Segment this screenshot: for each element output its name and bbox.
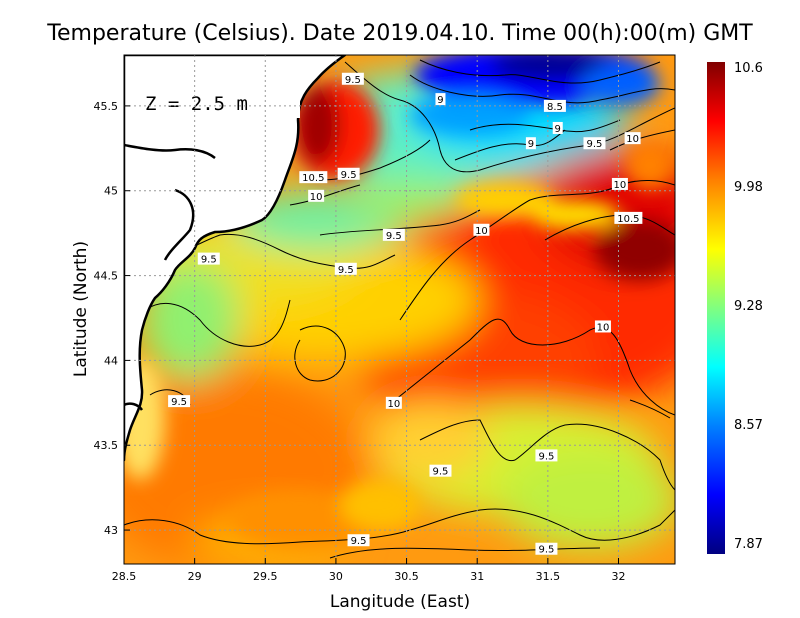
depth-label: Z = 2.5 m: [145, 93, 248, 115]
contour-label: 10: [310, 192, 323, 203]
x-tick-label: 30: [329, 570, 343, 583]
colorbar-tick-labels: 10.6 9.98 9.28 8.57 7.87: [734, 61, 763, 552]
contour-label: 9.5: [587, 139, 603, 150]
contour-label: 10: [597, 322, 610, 333]
contour-label: 10.5: [302, 173, 324, 184]
land-mass: [124, 55, 347, 462]
colorbar-tick-label: 9.98: [734, 180, 763, 195]
contour-east-eddy: [629, 399, 671, 419]
contour-10-central: [399, 180, 675, 321]
contour-9-5-west: [169, 233, 396, 269]
plot-frame: [123, 54, 676, 565]
x-tick-label: 28.5: [112, 570, 137, 583]
x-tick-label: 31.5: [536, 570, 561, 583]
y-tick-label: 44.5: [94, 270, 119, 283]
contour-9-5-mid: [319, 209, 481, 236]
y-axis-ticks: 43 43.5 44 44.5 45 45.5: [94, 100, 130, 537]
contour-label: 9: [528, 139, 534, 150]
contour-label-box: [543, 99, 566, 112]
colorbar-gradient: [707, 62, 725, 554]
contour-label-box: [337, 167, 360, 180]
contour-label-box: [535, 542, 558, 555]
contour-label: 10.5: [617, 214, 639, 225]
y-tick-label: 44: [104, 354, 118, 367]
x-tick-label: 31: [470, 570, 484, 583]
contour-label-box: [334, 262, 357, 275]
colorbar-tick-label: 8.57: [734, 418, 763, 433]
contour-label-box: [341, 72, 364, 85]
contour-10-coastal: [289, 184, 361, 206]
contour-label: 9.5: [351, 536, 367, 547]
contour-label: 10: [387, 399, 400, 410]
contour-label: 9.5: [171, 397, 187, 408]
temperature-field: [124, 70, 675, 564]
y-tick-label: 45: [104, 185, 118, 198]
contour-label: 9.5: [341, 170, 357, 181]
contour-9-5-south: [419, 419, 675, 491]
contour-label: 9.5: [538, 545, 554, 556]
contour-9-5-bottom: [124, 508, 675, 545]
contour-label: 8.5: [547, 102, 563, 113]
contour-label: 9.5: [338, 265, 354, 276]
x-axis-ticks: 28.5 29 29.5 30 30.5 31 31.5 32: [112, 558, 625, 583]
contour-label: 9.5: [538, 451, 554, 462]
contour-label-box: [611, 177, 628, 190]
contour-label-box: [583, 137, 606, 150]
contour-label-box: [594, 320, 611, 333]
map-plot-area: Z = 2.5 m 9.5 9 8.5 9 9 9.5 10 10.5 9.5 10 10 10.5 1…: [124, 55, 675, 564]
contour-label-box: [197, 252, 220, 265]
contour-8-5: [419, 59, 661, 84]
contour-label: 9.5: [433, 467, 449, 478]
contour-label: 10: [626, 134, 639, 145]
y-tick-label: 43.5: [94, 439, 119, 452]
y-tick-label: 45.5: [94, 100, 119, 113]
contour-label-box: [525, 137, 536, 150]
contour-label-box: [308, 189, 325, 202]
colorbar: 10.6 9.98 9.28 8.57 7.87: [707, 61, 763, 554]
contour-label-box: [385, 396, 402, 409]
contour-label: 9: [555, 124, 561, 135]
contour-label-box: [473, 223, 490, 236]
colorbar-tick-label: 10.6: [734, 61, 763, 76]
depth-label-box: [130, 88, 300, 118]
x-axis-label: Langitude (East): [330, 592, 470, 612]
contour-10-south: [394, 318, 675, 416]
contour-labels: 9.5 9 8.5 9 9 9.5 10 10.5 9.5 10 10 10.5 10 9.5 9.5 9.5…: [168, 72, 643, 556]
contour-label-box: [535, 449, 558, 462]
contour-label: 9.5: [386, 231, 402, 242]
contour-label: 9: [437, 95, 443, 106]
x-tick-label: 29: [188, 570, 202, 583]
contour-label-box: [624, 132, 641, 145]
contour-label-box: [429, 464, 452, 477]
x-tick-label: 32: [611, 570, 625, 583]
contour-eddy: [294, 325, 346, 382]
contour-10-east: [609, 129, 675, 151]
contour-label-box: [382, 228, 405, 241]
contour-label-box: [552, 121, 563, 134]
contour-label-box: [168, 395, 191, 408]
colorbar-tick-label: 9.28: [734, 299, 763, 314]
contour-label: 9.5: [345, 75, 361, 86]
contour-9-5-north: [344, 61, 675, 173]
contour-label-box: [435, 93, 446, 106]
y-tick-label: 43: [104, 524, 118, 537]
contour-label: 10: [475, 226, 488, 237]
contour-label-box: [299, 171, 328, 184]
contour-9-5-bottom-south: [329, 547, 601, 559]
grid-lines: [124, 55, 675, 564]
chart-title: Temperature (Celsius). Date 2019.04.10. …: [46, 21, 753, 46]
colorbar-tick-label: 7.87: [734, 537, 763, 552]
contour-label: 10: [614, 180, 627, 191]
contour-label: 9.5: [201, 255, 217, 266]
contour-9-5-southwest: [144, 299, 291, 347]
inner-coast-lakes: [124, 143, 216, 411]
contour-9-north: [409, 74, 675, 104]
x-tick-label: 30.5: [394, 570, 419, 583]
y-axis-label: Latitude (North): [71, 241, 91, 377]
contour-label-box: [347, 534, 370, 547]
x-tick-label: 29.5: [253, 570, 278, 583]
contour-label-box: [614, 211, 643, 224]
